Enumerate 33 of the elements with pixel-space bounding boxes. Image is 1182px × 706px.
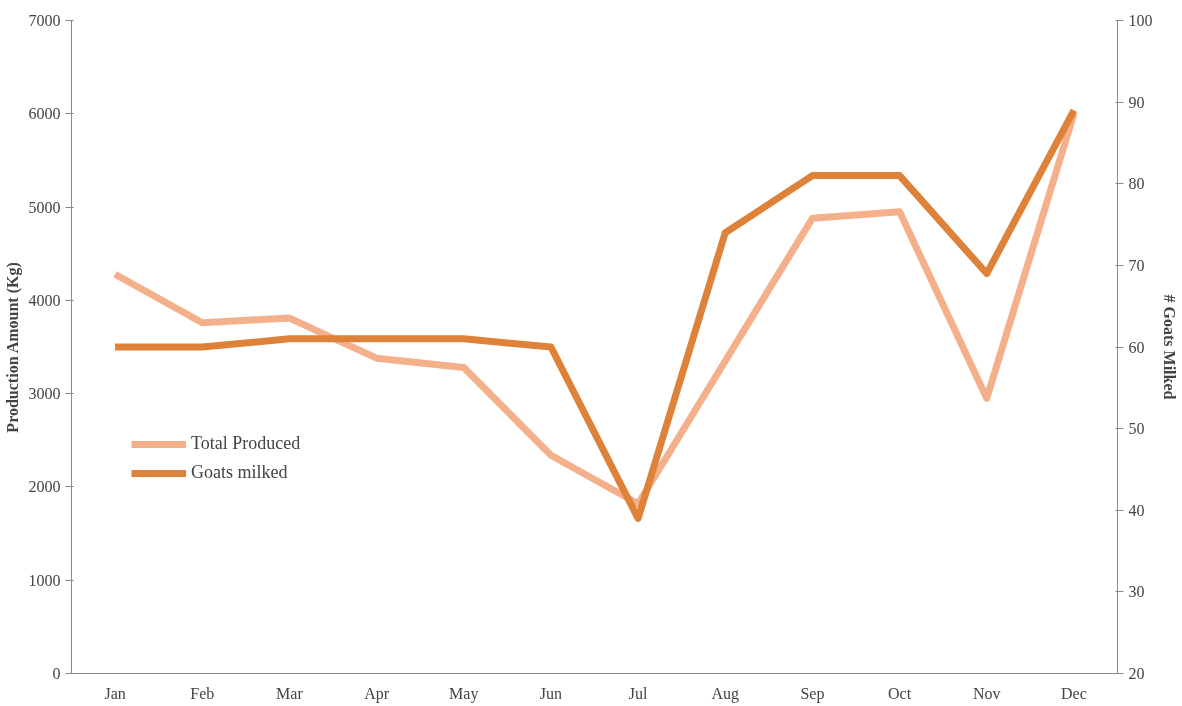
y-tick-label: 3000 <box>28 385 61 403</box>
y2-tick-label: 30 <box>1128 583 1145 601</box>
y2-tick-label: 20 <box>1128 665 1145 682</box>
x-tick-label: Apr <box>364 684 390 703</box>
x-tick-label: Mar <box>276 684 304 702</box>
x-tick-label: May <box>449 684 479 703</box>
y-axis-title: Production Amount (Kg) <box>3 262 22 433</box>
y-tick-label: 4000 <box>28 291 61 309</box>
x-tick-label: Aug <box>711 684 740 703</box>
y-tick-label: 0 <box>52 665 61 682</box>
y-tick-label: 6000 <box>28 105 61 123</box>
x-tick-label: Sep <box>800 684 825 703</box>
y2-tick-label: 40 <box>1128 501 1145 519</box>
y2-axis-title: # Goats Milked <box>1160 294 1178 400</box>
y-tick-label: 1000 <box>28 571 61 589</box>
y2-tick-label: 100 <box>1128 12 1153 29</box>
y2-tick-label: 50 <box>1128 420 1145 438</box>
x-tick-label: Jan <box>104 684 126 702</box>
legend-label: Total Produced <box>191 433 301 454</box>
x-tick-label: Oct <box>888 684 912 702</box>
x-tick-label: Jul <box>628 684 648 702</box>
y2-tick-label: 80 <box>1128 175 1145 193</box>
y-tick-label: 5000 <box>28 198 61 216</box>
y-tick-label: 7000 <box>28 12 61 29</box>
y-tick-label: 2000 <box>28 478 61 496</box>
x-tick-label: Feb <box>190 684 215 702</box>
x-tick-label: Nov <box>972 684 1001 702</box>
y2-tick-label: 90 <box>1128 93 1145 111</box>
y2-tick-label: 60 <box>1128 338 1145 356</box>
legend-label: Goats milked <box>191 462 288 483</box>
x-tick-label: Dec <box>1061 684 1087 702</box>
x-tick-label: Jun <box>539 684 563 702</box>
y2-tick-label: 70 <box>1128 256 1145 274</box>
